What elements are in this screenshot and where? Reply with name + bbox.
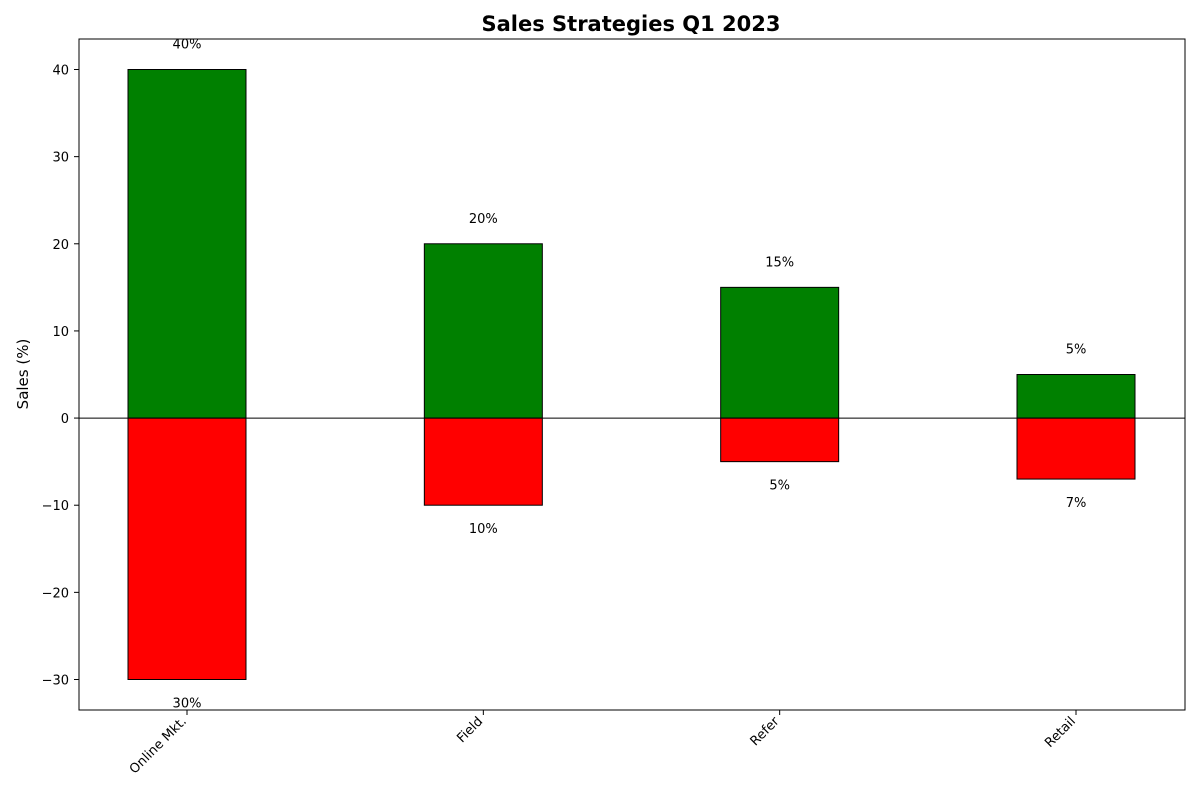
bar-negative-2 bbox=[423, 417, 543, 506]
bar-negative-1 bbox=[127, 417, 247, 680]
x-tick-label-4: Retail bbox=[1042, 714, 1079, 751]
bar-negative-3 bbox=[720, 417, 840, 463]
y-tick-label: −20 bbox=[42, 586, 69, 601]
x-tick-label-3: Refer bbox=[748, 714, 783, 749]
x-tick-label-2: Field bbox=[454, 714, 486, 746]
y-tick-label: 40 bbox=[52, 64, 69, 79]
y-tick-label: −30 bbox=[42, 674, 69, 689]
bar-positive-3 bbox=[720, 286, 840, 419]
y-tick-label: −10 bbox=[42, 499, 69, 514]
bar-positive-2 bbox=[423, 243, 543, 419]
chart-title: Sales Strategies Q1 2023 bbox=[481, 12, 780, 36]
data-label-positive-2: 20% bbox=[469, 212, 498, 227]
plot-area: 40% 20% 15% 5% 30% 10% 5% 7% −30 −20 −10 0 10 20 30 40 O… bbox=[42, 38, 1186, 777]
data-label-positive-4: 5% bbox=[1066, 343, 1087, 358]
data-label-negative-2: 10% bbox=[469, 522, 498, 537]
data-label-negative-4: 7% bbox=[1066, 496, 1087, 511]
data-label-negative-1: 30% bbox=[173, 697, 202, 712]
y-tick-label: 10 bbox=[52, 325, 69, 340]
y-axis-label: Sales (%) bbox=[14, 339, 32, 410]
bar-positive-1 bbox=[127, 69, 247, 419]
y-tick-label: 30 bbox=[52, 151, 69, 166]
bar-negative-4 bbox=[1016, 417, 1136, 480]
data-label-positive-3: 15% bbox=[765, 255, 794, 270]
y-tick-label: 20 bbox=[52, 238, 69, 253]
bar-positive-4 bbox=[1016, 374, 1136, 419]
data-label-negative-3: 5% bbox=[769, 479, 790, 494]
x-tick-label-1: Online Mkt. bbox=[127, 714, 190, 777]
y-tick-label: 0 bbox=[61, 412, 69, 427]
plot-frame bbox=[78, 38, 1186, 711]
data-label-positive-1: 40% bbox=[173, 38, 202, 53]
